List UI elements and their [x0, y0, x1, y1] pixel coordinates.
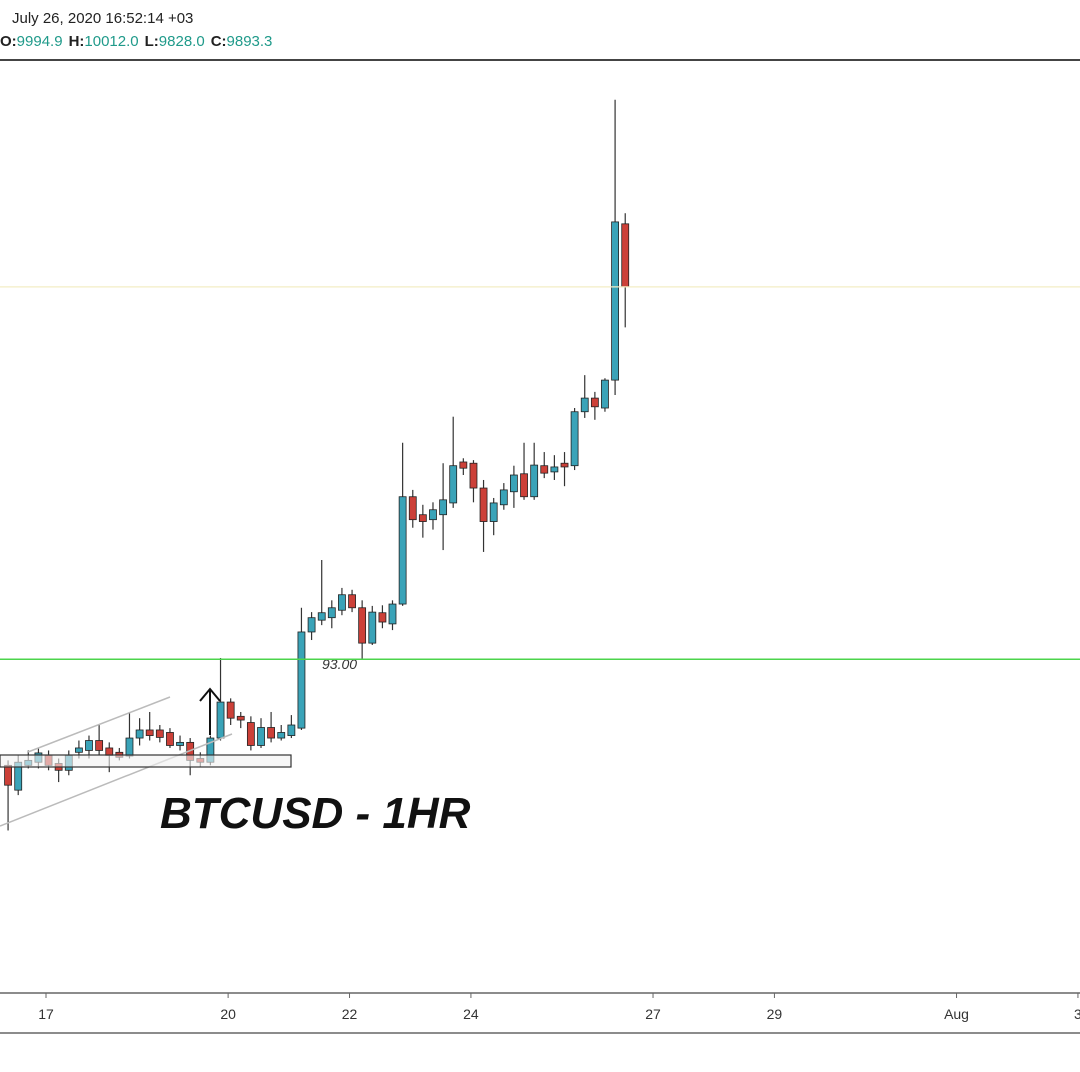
candle-body [489, 502, 498, 522]
x-tick-label: 27 [645, 1006, 661, 1022]
candle-body [439, 499, 448, 516]
candle-body [226, 701, 235, 719]
candle-body [338, 594, 346, 611]
candle-body [236, 715, 245, 721]
header-date: July 26, 2020 16:52:14 +03 [12, 10, 193, 27]
candle-body [418, 514, 427, 522]
candle-body [4, 764, 12, 786]
x-tick-label: 29 [767, 1006, 783, 1022]
channel-lower [0, 733, 233, 827]
candle-body [530, 464, 539, 498]
x-tick-label: 17 [38, 1006, 54, 1022]
channel-upper [27, 696, 171, 753]
candle-body [317, 612, 326, 621]
candle-body [95, 740, 104, 751]
candle-body [550, 466, 559, 473]
candle-body [368, 611, 377, 644]
ohlc-value: 10012.0 [84, 33, 138, 50]
candle-body [85, 740, 93, 751]
level-label: 93.00 [322, 656, 357, 672]
x-tick-label: 3 [1074, 1006, 1080, 1022]
candle-body [520, 473, 528, 498]
candle-body [540, 465, 549, 474]
candle-body [125, 737, 134, 757]
ohlc-label: H: [69, 33, 85, 50]
candle-body [570, 411, 579, 467]
ohlc-label: C: [211, 33, 227, 50]
candle-body [449, 465, 458, 504]
candle-body [307, 617, 316, 633]
candle-body [287, 724, 296, 736]
x-tick-label: 24 [463, 1006, 479, 1022]
candle-body [105, 747, 114, 756]
candles [4, 99, 630, 831]
x-tick-label: 22 [342, 1006, 358, 1022]
candle-body [166, 732, 174, 746]
candle-body [378, 612, 387, 623]
candle-body [388, 603, 397, 625]
candle-body [469, 462, 478, 489]
candle-body [590, 397, 599, 408]
candle-body [176, 741, 184, 746]
candle-body [601, 379, 609, 409]
x-tick-label: Aug [944, 1006, 969, 1022]
ohlc-label: O: [0, 33, 17, 50]
candle-body [297, 631, 306, 729]
candle-body [135, 729, 144, 739]
candle-body [580, 397, 589, 413]
candle-body [509, 474, 518, 493]
candle-body [621, 223, 630, 288]
candle-body [499, 489, 508, 506]
x-tick-label: 20 [220, 1006, 236, 1022]
chart-title: BTCUSD - 1HR [160, 789, 471, 838]
candle-body [216, 701, 225, 739]
ohlc-label: L: [145, 33, 159, 50]
ohlc-value: 9828.0 [159, 33, 205, 50]
support-box [0, 754, 292, 768]
header-ohlc: O:9994.9 H:10012.0 L:9828.0 C:9893.3 [0, 33, 272, 50]
candle-body [479, 487, 488, 522]
ohlc-value: 9994.9 [17, 33, 63, 50]
candle-body [408, 496, 417, 521]
candle-body [429, 509, 437, 521]
candle-body [155, 729, 164, 738]
candle-body [246, 722, 255, 746]
candle-body [358, 607, 367, 644]
candle-body [459, 461, 468, 469]
candle-body [327, 607, 336, 619]
ohlc-value: 9893.3 [227, 33, 273, 50]
candle-body [348, 594, 356, 609]
candle-body [398, 496, 407, 605]
candle-body [145, 729, 154, 736]
candle-body [611, 221, 619, 381]
candle-body [277, 732, 286, 739]
candle-body [267, 727, 275, 739]
candle-body [560, 462, 569, 468]
candle-body [75, 747, 83, 753]
breakout-arrow [199, 687, 221, 735]
candle-body [257, 727, 265, 746]
